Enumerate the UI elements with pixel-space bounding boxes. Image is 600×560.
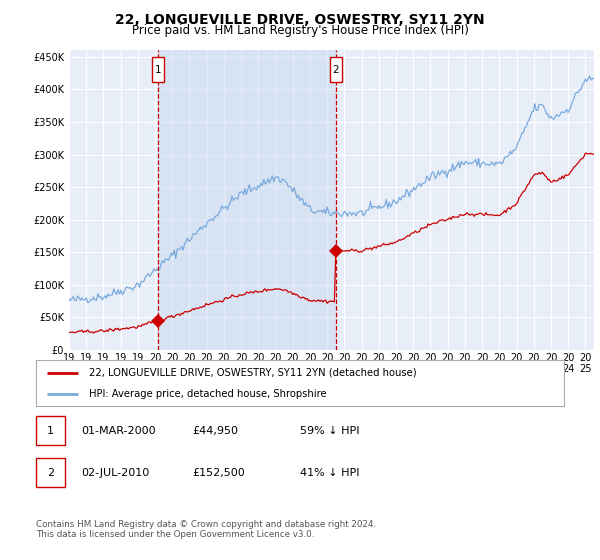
Text: Price paid vs. HM Land Registry's House Price Index (HPI): Price paid vs. HM Land Registry's House … (131, 24, 469, 38)
Text: 02-JUL-2010: 02-JUL-2010 (81, 468, 149, 478)
Text: 01-MAR-2000: 01-MAR-2000 (81, 426, 155, 436)
Text: 22, LONGUEVILLE DRIVE, OSWESTRY, SY11 2YN: 22, LONGUEVILLE DRIVE, OSWESTRY, SY11 2Y… (115, 13, 485, 27)
Bar (158, 50, 336, 350)
Text: HPI: Average price, detached house, Shropshire: HPI: Average price, detached house, Shro… (89, 389, 326, 399)
Text: Contains HM Land Registry data © Crown copyright and database right 2024.
This d: Contains HM Land Registry data © Crown c… (36, 520, 376, 539)
Text: £152,500: £152,500 (192, 468, 245, 478)
Text: 41% ↓ HPI: 41% ↓ HPI (300, 468, 359, 478)
FancyBboxPatch shape (330, 57, 342, 82)
Text: £44,950: £44,950 (192, 426, 238, 436)
Text: 2: 2 (332, 64, 339, 74)
Text: 2: 2 (47, 468, 54, 478)
FancyBboxPatch shape (152, 57, 164, 82)
Text: 1: 1 (47, 426, 54, 436)
Text: 59% ↓ HPI: 59% ↓ HPI (300, 426, 359, 436)
Text: 22, LONGUEVILLE DRIVE, OSWESTRY, SY11 2YN (detached house): 22, LONGUEVILLE DRIVE, OSWESTRY, SY11 2Y… (89, 367, 416, 377)
Text: 1: 1 (155, 64, 161, 74)
